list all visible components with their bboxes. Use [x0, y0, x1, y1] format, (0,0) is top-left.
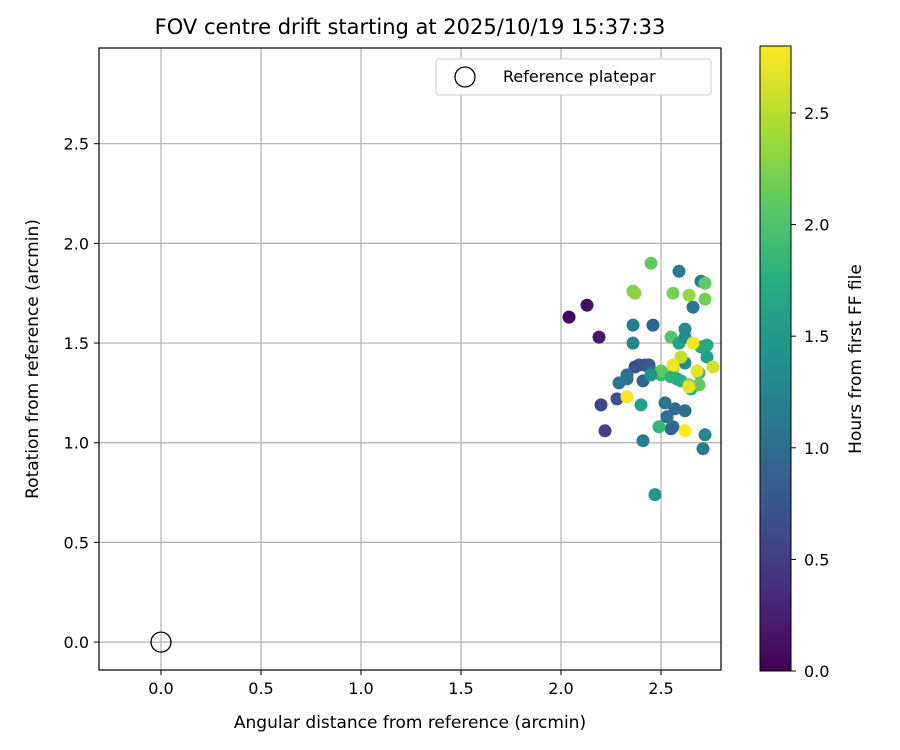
scatter-point — [664, 422, 678, 436]
scatter-point — [674, 350, 688, 364]
scatter-point — [696, 442, 710, 456]
colorbar-tick-label: 0.5 — [804, 550, 829, 569]
scatter-point — [594, 398, 608, 412]
scatter-point — [658, 396, 672, 410]
colorbar-tick-label: 0.0 — [804, 662, 829, 681]
scatter-point — [668, 402, 682, 416]
scatter-point — [698, 428, 712, 442]
scatter-point — [678, 322, 692, 336]
scatter-point — [666, 358, 680, 372]
scatter-point — [636, 434, 650, 448]
scatter-point — [612, 376, 626, 390]
y-tick-label: 0.5 — [64, 533, 89, 552]
x-tick-label: 0.5 — [248, 679, 273, 698]
colorbar-tick-label: 1.0 — [804, 439, 829, 458]
scatter-point — [692, 378, 706, 392]
x-axis-ticks: 0.0 0.5 1.0 1.5 2.0 2.5 — [148, 670, 674, 698]
plot-frame — [98, 47, 722, 671]
scatter-point — [626, 318, 640, 332]
x-tick-label: 2.0 — [548, 679, 573, 698]
scatter-point — [690, 364, 704, 378]
y-tick-label: 2.5 — [64, 135, 89, 154]
legend: Reference platepar — [435, 58, 712, 96]
colorbar-tick-label: 1.5 — [804, 327, 829, 346]
scatter-point — [646, 318, 660, 332]
scatter-point — [628, 286, 642, 300]
scatter-point — [660, 410, 674, 424]
scatter-point — [580, 298, 594, 312]
y-tick-label: 1.0 — [64, 434, 89, 453]
scatter-point — [562, 310, 576, 324]
scatter-point — [700, 350, 714, 364]
scatter-point — [682, 380, 696, 394]
legend-marker-icon — [454, 66, 476, 88]
scatter-point — [700, 338, 714, 352]
scatter-point — [706, 360, 720, 374]
scatter-point — [678, 424, 692, 438]
colorbar — [759, 45, 792, 672]
scatter-point — [664, 370, 678, 384]
scatter-point — [686, 336, 700, 350]
scatter-points — [562, 256, 720, 502]
scatter-point — [648, 488, 662, 502]
scatter-point — [654, 364, 668, 378]
scatter-point — [652, 420, 666, 434]
scatter-point — [626, 336, 640, 350]
y-tick-label: 0.0 — [64, 633, 89, 652]
scatter-point — [698, 292, 712, 306]
reference-point — [150, 631, 172, 653]
scatter-point — [686, 300, 700, 314]
legend-box — [435, 58, 712, 96]
scatter-point — [672, 264, 686, 278]
x-tick-label: 1.5 — [448, 679, 473, 698]
colorbar-tick-label: 2.0 — [804, 216, 829, 235]
legend-label: Reference platepar — [503, 67, 656, 86]
reference-marker — [150, 631, 172, 653]
scatter-point — [634, 398, 648, 412]
x-axis-label: Angular distance from reference (arcmin) — [234, 713, 586, 733]
x-tick-label: 1.0 — [348, 679, 373, 698]
scatter-point — [644, 368, 658, 382]
scatter-point — [592, 330, 606, 344]
colorbar-tick-label: 2.5 — [804, 104, 829, 123]
grid-lines — [99, 48, 721, 670]
y-tick-label: 1.5 — [64, 334, 89, 353]
scatter-point — [698, 276, 712, 290]
scatter-point — [610, 392, 624, 406]
y-axis-label: Rotation from reference (arcmin) — [23, 219, 43, 499]
colorbar-ticks: 0.0 0.5 1.0 1.5 2.0 2.5 — [791, 104, 829, 681]
y-tick-label: 2.0 — [64, 234, 89, 253]
scatter-point — [644, 256, 658, 270]
y-axis-ticks: 0.0 0.5 1.0 1.5 2.0 2.5 — [64, 135, 99, 652]
x-tick-label: 2.5 — [648, 679, 673, 698]
scatter-point — [682, 288, 696, 302]
scatter-point — [678, 404, 692, 418]
scatter-point — [628, 360, 642, 374]
x-tick-label: 0.0 — [148, 679, 173, 698]
scatter-point — [666, 286, 680, 300]
colorbar-label: Hours from first FF file — [846, 264, 866, 454]
scatter-point — [620, 390, 634, 404]
chart-title: FOV centre drift starting at 2025/10/19 … — [155, 15, 666, 39]
scatter-point — [598, 424, 612, 438]
